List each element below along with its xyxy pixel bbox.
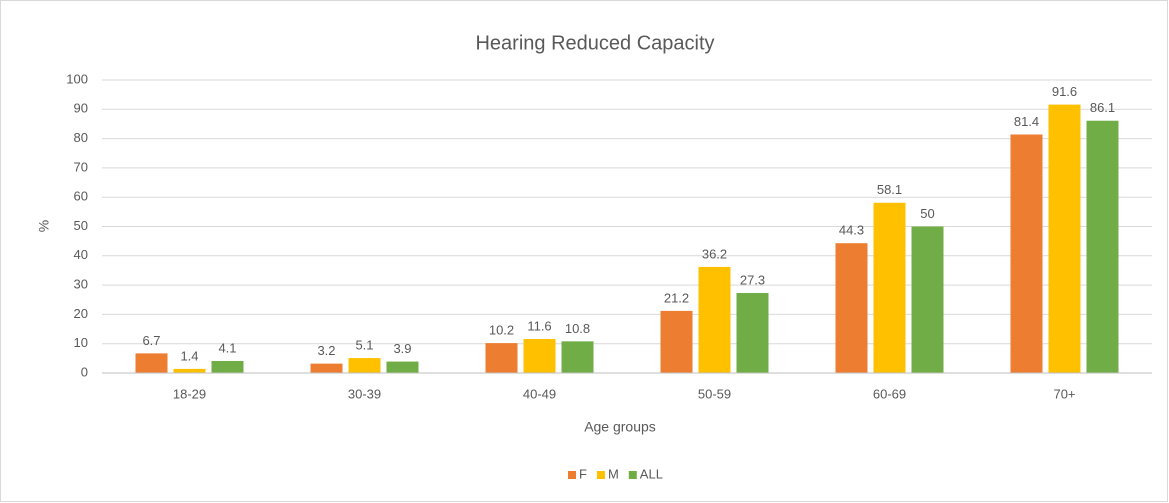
data-label: 91.6: [1052, 84, 1077, 99]
x-tick-label: 50-59: [698, 386, 731, 401]
data-label: 10.2: [489, 323, 514, 338]
data-label: 6.7: [142, 333, 160, 348]
y-tick-label: 80: [74, 130, 88, 145]
y-tick-label: 0: [81, 364, 88, 379]
bar: [1010, 134, 1043, 373]
bar: [1086, 120, 1119, 374]
bar: [561, 341, 594, 373]
bar: [1048, 104, 1081, 373]
y-axis-title: %: [36, 220, 52, 232]
data-label: 44.3: [839, 223, 864, 238]
bar: [348, 358, 381, 373]
legend-swatch: [628, 471, 637, 479]
x-tick-label: 40-49: [523, 386, 556, 401]
bar: [523, 339, 556, 373]
y-tick-label: 60: [74, 189, 88, 204]
bar: [736, 293, 769, 373]
data-label: 11.6: [527, 318, 551, 333]
data-label: 58.1: [877, 182, 902, 197]
data-label: 1.4: [180, 348, 198, 363]
data-label: 5.1: [355, 337, 373, 352]
bar: [911, 226, 944, 373]
data-label: 21.2: [664, 290, 689, 305]
bar: [211, 360, 244, 373]
x-tick-label: 70+: [1053, 386, 1075, 401]
legend-label: ALL: [640, 466, 663, 481]
y-tick-label: 90: [74, 101, 88, 116]
bar: [698, 266, 731, 373]
data-label: 3.2: [317, 343, 335, 358]
data-label: 10.8: [565, 321, 590, 336]
y-tick-label: 50: [74, 218, 88, 233]
bar: [135, 353, 168, 373]
bar: [386, 361, 419, 373]
bar: [485, 343, 518, 373]
data-label: 86.1: [1090, 100, 1115, 115]
legend-label: F: [579, 466, 587, 481]
bar: [660, 310, 693, 373]
x-tick-label: 30-39: [348, 386, 381, 401]
y-tick-label: 70: [74, 159, 88, 174]
y-tick-label: 30: [74, 277, 88, 292]
data-label: 27.3: [740, 272, 765, 287]
data-label: 4.1: [218, 340, 236, 355]
chart-title: Hearing Reduced Capacity: [475, 32, 714, 54]
bar: [835, 243, 868, 373]
legend-swatch: [596, 471, 605, 479]
y-tick-label: 100: [66, 71, 88, 86]
legend-label: M: [608, 466, 619, 481]
bar: [310, 363, 343, 373]
y-tick-label: 40: [74, 247, 88, 262]
x-tick-label: 60-69: [873, 386, 906, 401]
x-tick-label: 18-29: [173, 386, 206, 401]
data-label: 3.9: [393, 341, 411, 356]
data-label: 36.2: [702, 246, 727, 261]
legend-swatch: [568, 471, 576, 479]
y-tick-label: 10: [74, 335, 88, 350]
bar: [873, 202, 906, 373]
y-tick-label: 20: [74, 306, 88, 321]
data-label: 50: [920, 206, 934, 221]
bar: [173, 368, 206, 373]
x-axis-title: Age groups: [584, 419, 656, 435]
data-label: 81.4: [1014, 114, 1039, 129]
